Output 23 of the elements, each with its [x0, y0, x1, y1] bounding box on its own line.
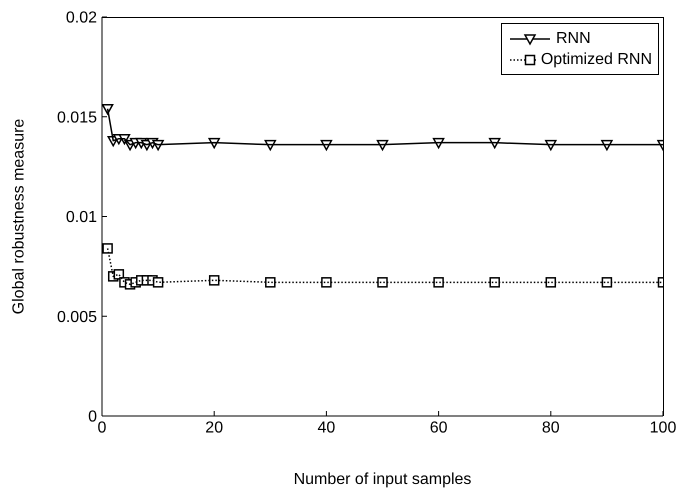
point — [602, 277, 612, 288]
x-tick-label: 40 — [318, 419, 336, 436]
x-tick-label: 100 — [650, 419, 676, 436]
point — [321, 277, 332, 288]
y-tick-label: 0.01 — [66, 209, 98, 226]
point — [377, 277, 388, 288]
legend-label: Optimized RNN — [540, 50, 652, 68]
point — [265, 277, 276, 288]
point — [102, 243, 113, 254]
point — [208, 275, 220, 286]
point — [152, 277, 164, 288]
x-tick-label: 60 — [430, 419, 448, 436]
y-tick-label: 0.015 — [56, 109, 98, 126]
x-tick-label: 80 — [542, 419, 560, 436]
point — [433, 277, 444, 288]
x-axis-title: Number of input samples — [294, 471, 472, 488]
legend-label: RNN — [556, 30, 591, 48]
point — [546, 277, 556, 288]
point — [489, 277, 500, 288]
x-tick-label: 20 — [205, 419, 224, 436]
y-tick-label: 0.02 — [66, 10, 98, 27]
y-axis-title: Global robustness measure — [10, 118, 28, 314]
y-tick-label: 0.005 — [56, 308, 98, 326]
